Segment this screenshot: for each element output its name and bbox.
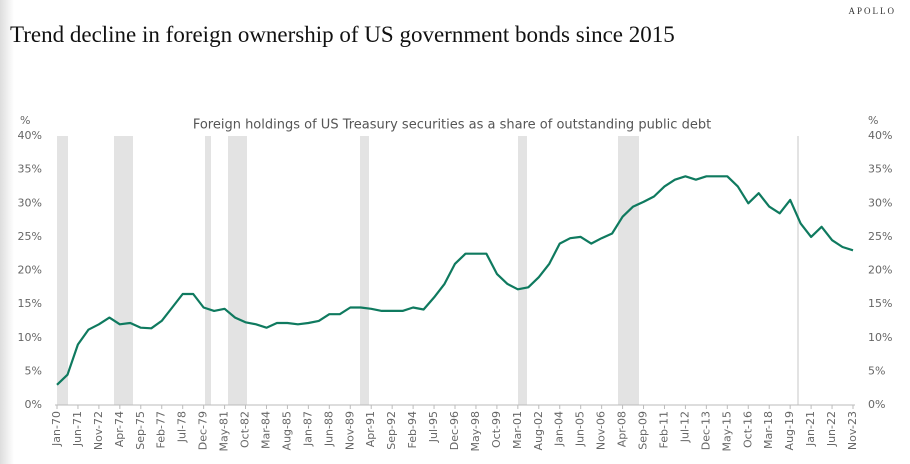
x-tick-label: Aug-02 <box>532 411 545 450</box>
x-tick-label: Feb-94 <box>406 411 419 448</box>
x-tick-label: Aug-19 <box>783 411 796 450</box>
y2-tick-label: 40% <box>868 129 892 142</box>
x-tick-label: Jun-22 <box>825 411 838 447</box>
x-tick-label: Jul-95 <box>427 411 440 443</box>
chart-title: Trend decline in foreign ownership of US… <box>10 22 675 47</box>
x-tick-label: Jan-21 <box>804 411 817 447</box>
x-tick-label: Oct-16 <box>741 411 754 448</box>
x-tick-label: Nov-23 <box>846 411 859 450</box>
y2-tick-label: 0% <box>868 398 885 411</box>
data-line <box>56 175 854 386</box>
y-tick-label: 5% <box>25 364 42 377</box>
x-tick-label: Dec-79 <box>197 411 210 450</box>
recession-bands <box>57 136 799 405</box>
y-tick-label: 35% <box>18 163 42 176</box>
x-tick-label: Jan-04 <box>553 411 566 447</box>
x-tick-label: May-81 <box>218 411 231 452</box>
recession-band <box>57 136 68 405</box>
recession-band <box>205 136 211 405</box>
chart-subtitle: Foreign holdings of US Treasury securiti… <box>193 118 711 133</box>
y-tick-label: 40% <box>18 129 42 142</box>
recession-band <box>228 136 247 405</box>
x-tick-label: Jan-70 <box>50 411 63 447</box>
x-tick-label: Nov-06 <box>595 411 608 450</box>
x-tick-label: Apr-91 <box>364 411 377 447</box>
y-tick-label: 0% <box>25 398 42 411</box>
x-tick-label: Sep-92 <box>385 411 398 450</box>
x-tick-label: Sep-75 <box>134 411 147 450</box>
x-tick-label: Feb-11 <box>657 411 670 448</box>
y2-tick-label: 35% <box>868 163 892 176</box>
y-tick-label: 25% <box>18 230 42 243</box>
x-tick-label: May-15 <box>720 411 733 452</box>
recession-band <box>360 136 369 405</box>
recession-band <box>114 136 133 405</box>
x-tick-label: Feb-77 <box>155 411 168 448</box>
y-tick-label: 15% <box>18 297 42 310</box>
y-tick-label: 10% <box>18 331 42 344</box>
y-axis-label: % <box>20 114 30 127</box>
y2-tick-label: 30% <box>868 196 892 209</box>
x-tick-label: Dec-13 <box>699 411 712 450</box>
x-tick-label: Jul-12 <box>678 411 691 443</box>
recession-band <box>618 136 639 405</box>
x-tick-label: Oct-99 <box>490 411 503 448</box>
x-tick-label: Apr-74 <box>113 411 126 447</box>
x-tick-label: Mar-18 <box>762 411 775 449</box>
x-tick-label: Apr-08 <box>616 411 629 447</box>
x-tick-label: Aug-85 <box>280 411 293 450</box>
x-tick-label: Jun-05 <box>574 411 587 447</box>
y2-tick-label: 25% <box>868 230 892 243</box>
recession-band <box>518 136 527 405</box>
x-tick-label: Jun-88 <box>322 411 335 447</box>
x-tick-label: Jun-71 <box>71 411 84 447</box>
x-tick-label: May-98 <box>469 411 482 452</box>
edge-shade <box>0 0 14 464</box>
x-tick-label: Sep-09 <box>637 411 650 450</box>
y-tick-label: 30% <box>18 196 42 209</box>
x-tick-label: Dec-96 <box>448 411 461 450</box>
x-tick-label: Nov-72 <box>92 411 105 450</box>
x-tick-label: Mar-01 <box>511 411 524 449</box>
y2-tick-label: 15% <box>868 297 892 310</box>
x-tick-label: Mar-84 <box>259 411 272 449</box>
y2-axis-label: % <box>868 114 878 127</box>
y2-tick-label: 10% <box>868 331 892 344</box>
brand: APOLLO <box>849 6 897 16</box>
x-tick-label: Nov-89 <box>343 411 356 450</box>
x-tick-label: Jul-78 <box>176 411 189 443</box>
x-tick-label: Jan-87 <box>301 411 314 447</box>
recession-band <box>797 136 799 405</box>
y2-tick-label: 20% <box>868 264 892 277</box>
y2-tick-label: 5% <box>868 364 885 377</box>
x-tick-label: Oct-82 <box>239 411 252 448</box>
y-tick-label: 20% <box>18 264 42 277</box>
